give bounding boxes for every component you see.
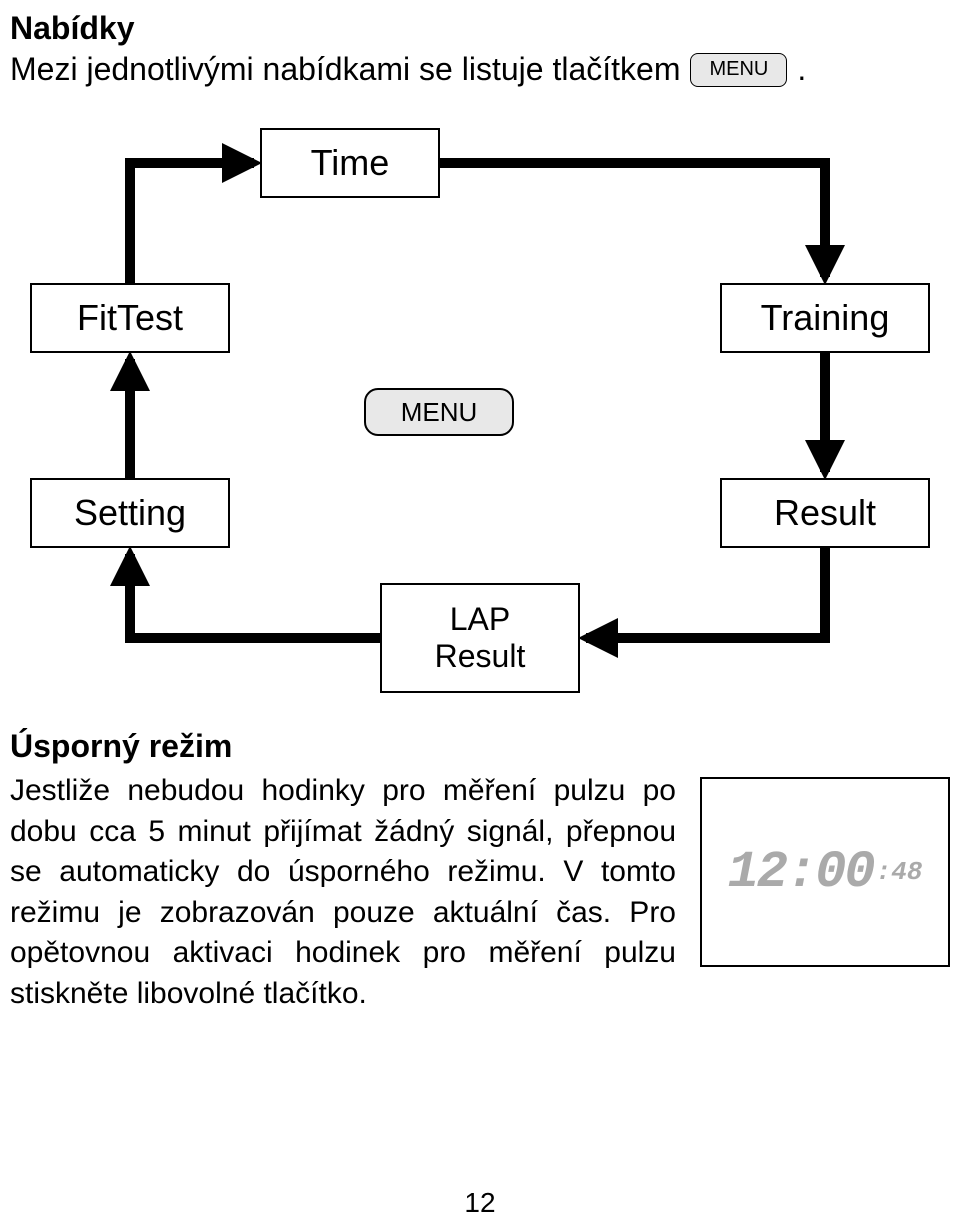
intro-text: Mezi jednotlivými nabídkami se listuje t… xyxy=(10,51,680,88)
node-training: Training xyxy=(720,283,930,353)
body-paragraph: Jestliže nebudou hodinky pro měření pulz… xyxy=(10,771,676,1014)
lcd-display: 12:00 :48 xyxy=(700,777,950,967)
node-time: Time xyxy=(260,128,440,198)
node-lap: LAP Result xyxy=(380,583,580,693)
node-result: Result xyxy=(720,478,930,548)
body-row: Jestliže nebudou hodinky pro měření pulz… xyxy=(0,771,960,1014)
menu-button-inline[interactable]: MENU xyxy=(690,53,787,87)
menu-cycle-diagram: Time FitTest Training Setting Result LAP Resu… xyxy=(10,108,950,708)
section-heading: Úsporný režim xyxy=(10,728,960,765)
intro-period: . xyxy=(797,51,806,88)
lcd-time-sec: :48 xyxy=(876,857,923,887)
intro-line: Mezi jednotlivými nabídkami se listuje t… xyxy=(10,51,960,88)
page-number: 12 xyxy=(0,1187,960,1219)
node-fittest: FitTest xyxy=(30,283,230,353)
page-container: Nabídky Mezi jednotlivými nabídkami se l… xyxy=(0,0,960,1225)
lcd-time-main: 12:00 xyxy=(728,843,874,902)
node-setting: Setting xyxy=(30,478,230,548)
page-title: Nabídky xyxy=(10,10,960,47)
menu-button-center[interactable]: MENU xyxy=(364,388,514,436)
